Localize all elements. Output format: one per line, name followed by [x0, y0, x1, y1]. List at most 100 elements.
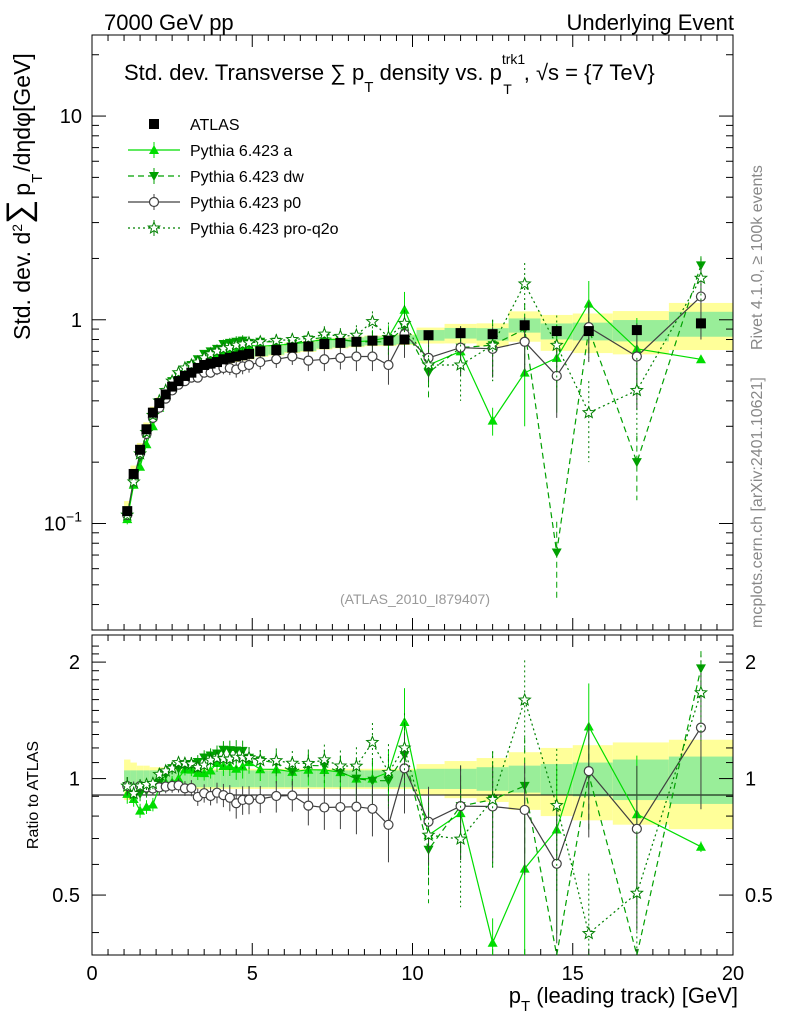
xlabel-sub: T	[521, 998, 530, 1015]
ratio-point	[192, 767, 203, 777]
data-point	[455, 328, 466, 339]
ratio-band-inner	[226, 770, 234, 788]
series-1	[122, 256, 706, 601]
ratio-point	[205, 765, 216, 775]
axis-ticks: 0 5 10 15 20 10−1 1 10 0.5 0.5 1 1 2 2	[44, 35, 773, 985]
data-point	[695, 318, 706, 329]
ratio-tick-label-right: 0.5	[745, 885, 773, 907]
data-point	[231, 351, 242, 362]
ratio-point	[145, 776, 160, 790]
ratio-point	[695, 664, 706, 674]
series-point	[551, 548, 562, 558]
main-series-group	[120, 256, 709, 601]
ratio-point	[184, 756, 199, 770]
ratio-point	[237, 761, 248, 771]
series-point	[453, 357, 468, 371]
x-tick-label: 5	[247, 963, 258, 985]
data-point	[173, 376, 184, 387]
data-point	[122, 506, 133, 517]
data-point	[192, 362, 203, 373]
ylabel-e: T	[29, 174, 46, 183]
ratio-point	[141, 801, 152, 811]
ratio-point	[383, 819, 394, 830]
ratio-point	[423, 816, 434, 827]
data-point	[303, 341, 314, 352]
title-sub: T	[364, 79, 373, 96]
ratio-band-inner	[136, 770, 144, 788]
data-point	[211, 357, 222, 368]
series-point	[629, 383, 644, 397]
ratio-point	[255, 764, 266, 774]
ratio-point	[487, 937, 498, 947]
title-mid: density vs. p	[373, 60, 501, 85]
ratio-point	[285, 755, 300, 770]
data-point	[255, 346, 266, 357]
series-point	[367, 351, 378, 362]
ratio-point	[135, 805, 146, 815]
series-point	[695, 261, 706, 271]
data-point	[135, 444, 146, 455]
data-point	[367, 335, 378, 346]
data-point	[271, 345, 282, 356]
series-line	[126, 265, 702, 553]
ratio-point	[253, 753, 268, 767]
ratio-band-inner	[245, 770, 255, 788]
title-main: Std. dev. Transverse ∑ p	[124, 60, 364, 85]
series-point	[319, 354, 330, 365]
data-point	[218, 354, 229, 365]
data-point	[487, 329, 498, 340]
title-sub2: T	[503, 81, 512, 97]
ratio-point	[319, 802, 330, 813]
series-point	[351, 351, 362, 362]
title-sup: trk1	[502, 51, 526, 67]
ratio-point	[583, 766, 594, 777]
ratio-point	[271, 790, 282, 802]
ratio-point	[381, 764, 396, 779]
series-point	[301, 331, 316, 345]
series-point	[335, 352, 346, 363]
ratio-point	[365, 735, 380, 749]
ratio-point	[243, 794, 255, 805]
data-point	[335, 337, 346, 348]
ratio-band-inner	[207, 770, 214, 788]
data-point	[583, 326, 594, 337]
legend-marker	[149, 172, 159, 181]
ratio-point	[693, 685, 709, 699]
ylabel-d: p	[9, 183, 35, 196]
data-point	[147, 407, 158, 418]
series-point	[695, 291, 707, 302]
ratio-point	[147, 799, 158, 809]
ratio-point	[349, 758, 364, 773]
data-point	[319, 339, 330, 350]
ratio-point	[351, 801, 362, 812]
ratio-point	[255, 793, 266, 805]
rivet-label: Rivet 4.1.0, ≥ 100k events	[749, 165, 766, 350]
legend-marker	[149, 145, 159, 154]
xlabel-p: p	[509, 983, 521, 1008]
series-point	[399, 304, 410, 314]
ratio-point	[695, 841, 706, 851]
series-point	[581, 405, 596, 419]
ratio-point	[186, 782, 197, 794]
legend-label: Pythia 6.423 dw	[190, 169, 304, 186]
legend-marker	[148, 196, 160, 208]
series-point	[693, 270, 709, 285]
series-point	[631, 458, 642, 468]
series-point	[455, 342, 466, 353]
data-point	[199, 359, 210, 370]
data-point	[167, 381, 178, 392]
data-point	[128, 468, 139, 479]
process-label: Underlying Event	[566, 10, 734, 35]
ratio-point	[126, 786, 141, 800]
data-point	[224, 352, 235, 363]
y-tick-label: 1	[71, 310, 82, 332]
data-point	[519, 320, 530, 331]
data-point	[237, 350, 248, 361]
ratio-point	[335, 801, 346, 813]
legend-label: Pythia 6.423 p0	[190, 195, 301, 212]
ratio-point	[317, 752, 332, 766]
series-point	[631, 351, 642, 362]
ratio-point	[453, 831, 468, 846]
ylabel-a: Std. dev. d	[9, 232, 35, 340]
y-tick-label: 10−1	[44, 508, 82, 535]
